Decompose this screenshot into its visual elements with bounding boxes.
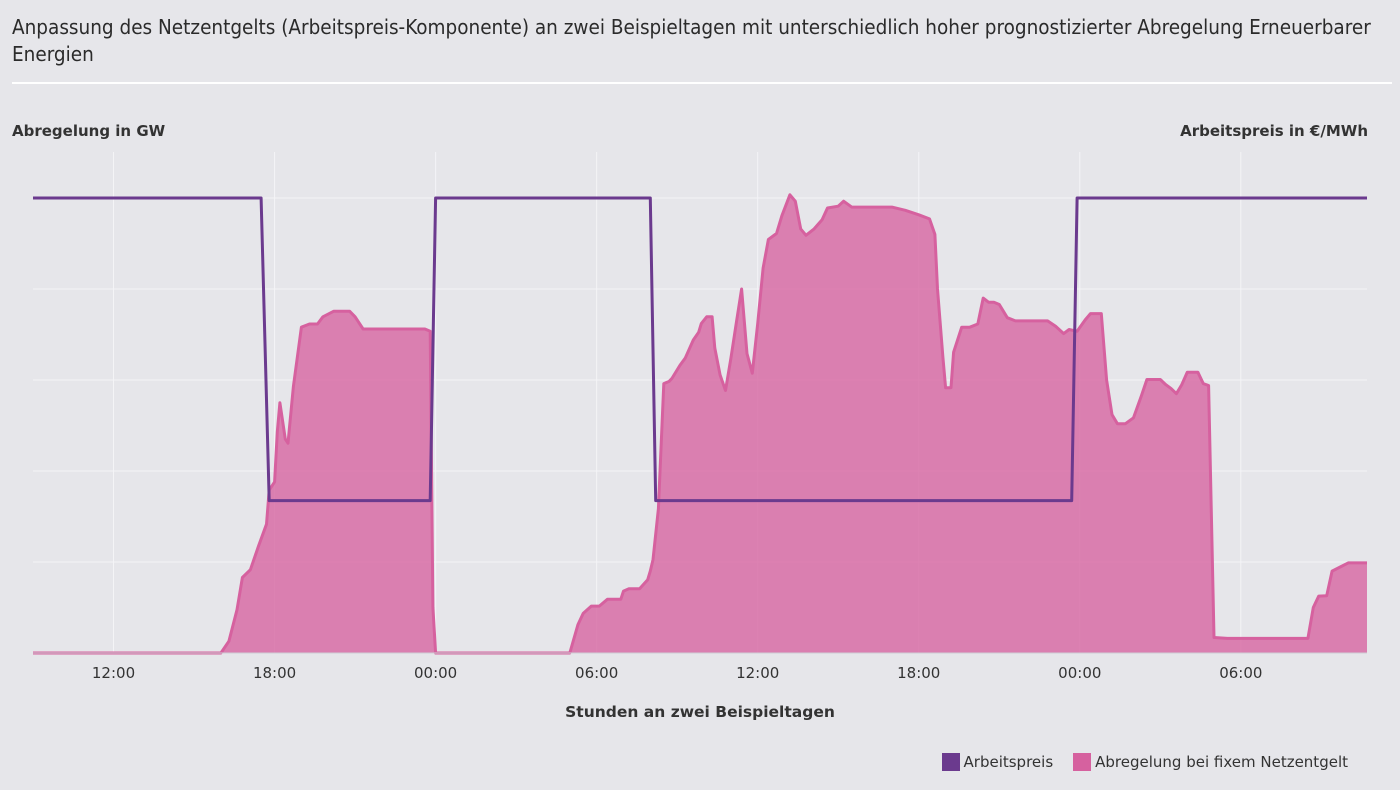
chart-canvas: 12:00 18:00 00:00 06:00 12:00 18:00 00:00 06:00 (33, 152, 1367, 682)
legend-item-abregelung[interactable]: Abregelung bei fixem Netzentgelt (1073, 753, 1348, 771)
x-tick-label-2: 00:00 (414, 664, 457, 682)
legend: Arbeitspreis Abregelung bei fixem Netzen… (941, 753, 1348, 771)
x-tick-label-5: 18:00 (897, 664, 940, 682)
chart-title: Anpassung des Netzentgelts (Arbeitspreis… (12, 15, 1371, 66)
y-axis-left-label: Abregelung in GW (12, 122, 166, 140)
x-tick-label-0: 12:00 (92, 664, 135, 682)
x-tick-label-1: 18:00 (253, 664, 296, 682)
legend-swatch-abregelung (1073, 753, 1092, 771)
area-series-layer (33, 193, 1367, 655)
x-tick-label-6: 00:00 (1058, 664, 1101, 682)
legend-label-arbeitspreis: Arbeitspreis (963, 753, 1054, 771)
title-divider (12, 82, 1392, 84)
legend-swatch-arbeitspreis (941, 753, 960, 771)
legend-label-abregelung: Abregelung bei fixem Netzentgelt (1095, 753, 1348, 771)
x-tick-label-4: 12:00 (736, 664, 779, 682)
x-axis-ticks: 12:00 18:00 00:00 06:00 12:00 18:00 00:00 06:00 (33, 652, 1367, 682)
series-abregelung-area (33, 194, 1367, 654)
series-arbeitspreis-line (33, 196, 1367, 503)
x-tick-label-7: 06:00 (1219, 664, 1262, 682)
line-series-layer (33, 196, 1367, 503)
x-axis-label: Stunden an zwei Beispieltagen (565, 703, 835, 721)
y-axis-right-label: Arbeitspreis in €/MWh (1180, 122, 1368, 140)
x-tick-label-3: 06:00 (575, 664, 618, 682)
series-abregelung-line (33, 193, 1367, 655)
legend-item-arbeitspreis[interactable]: Arbeitspreis (941, 753, 1054, 771)
